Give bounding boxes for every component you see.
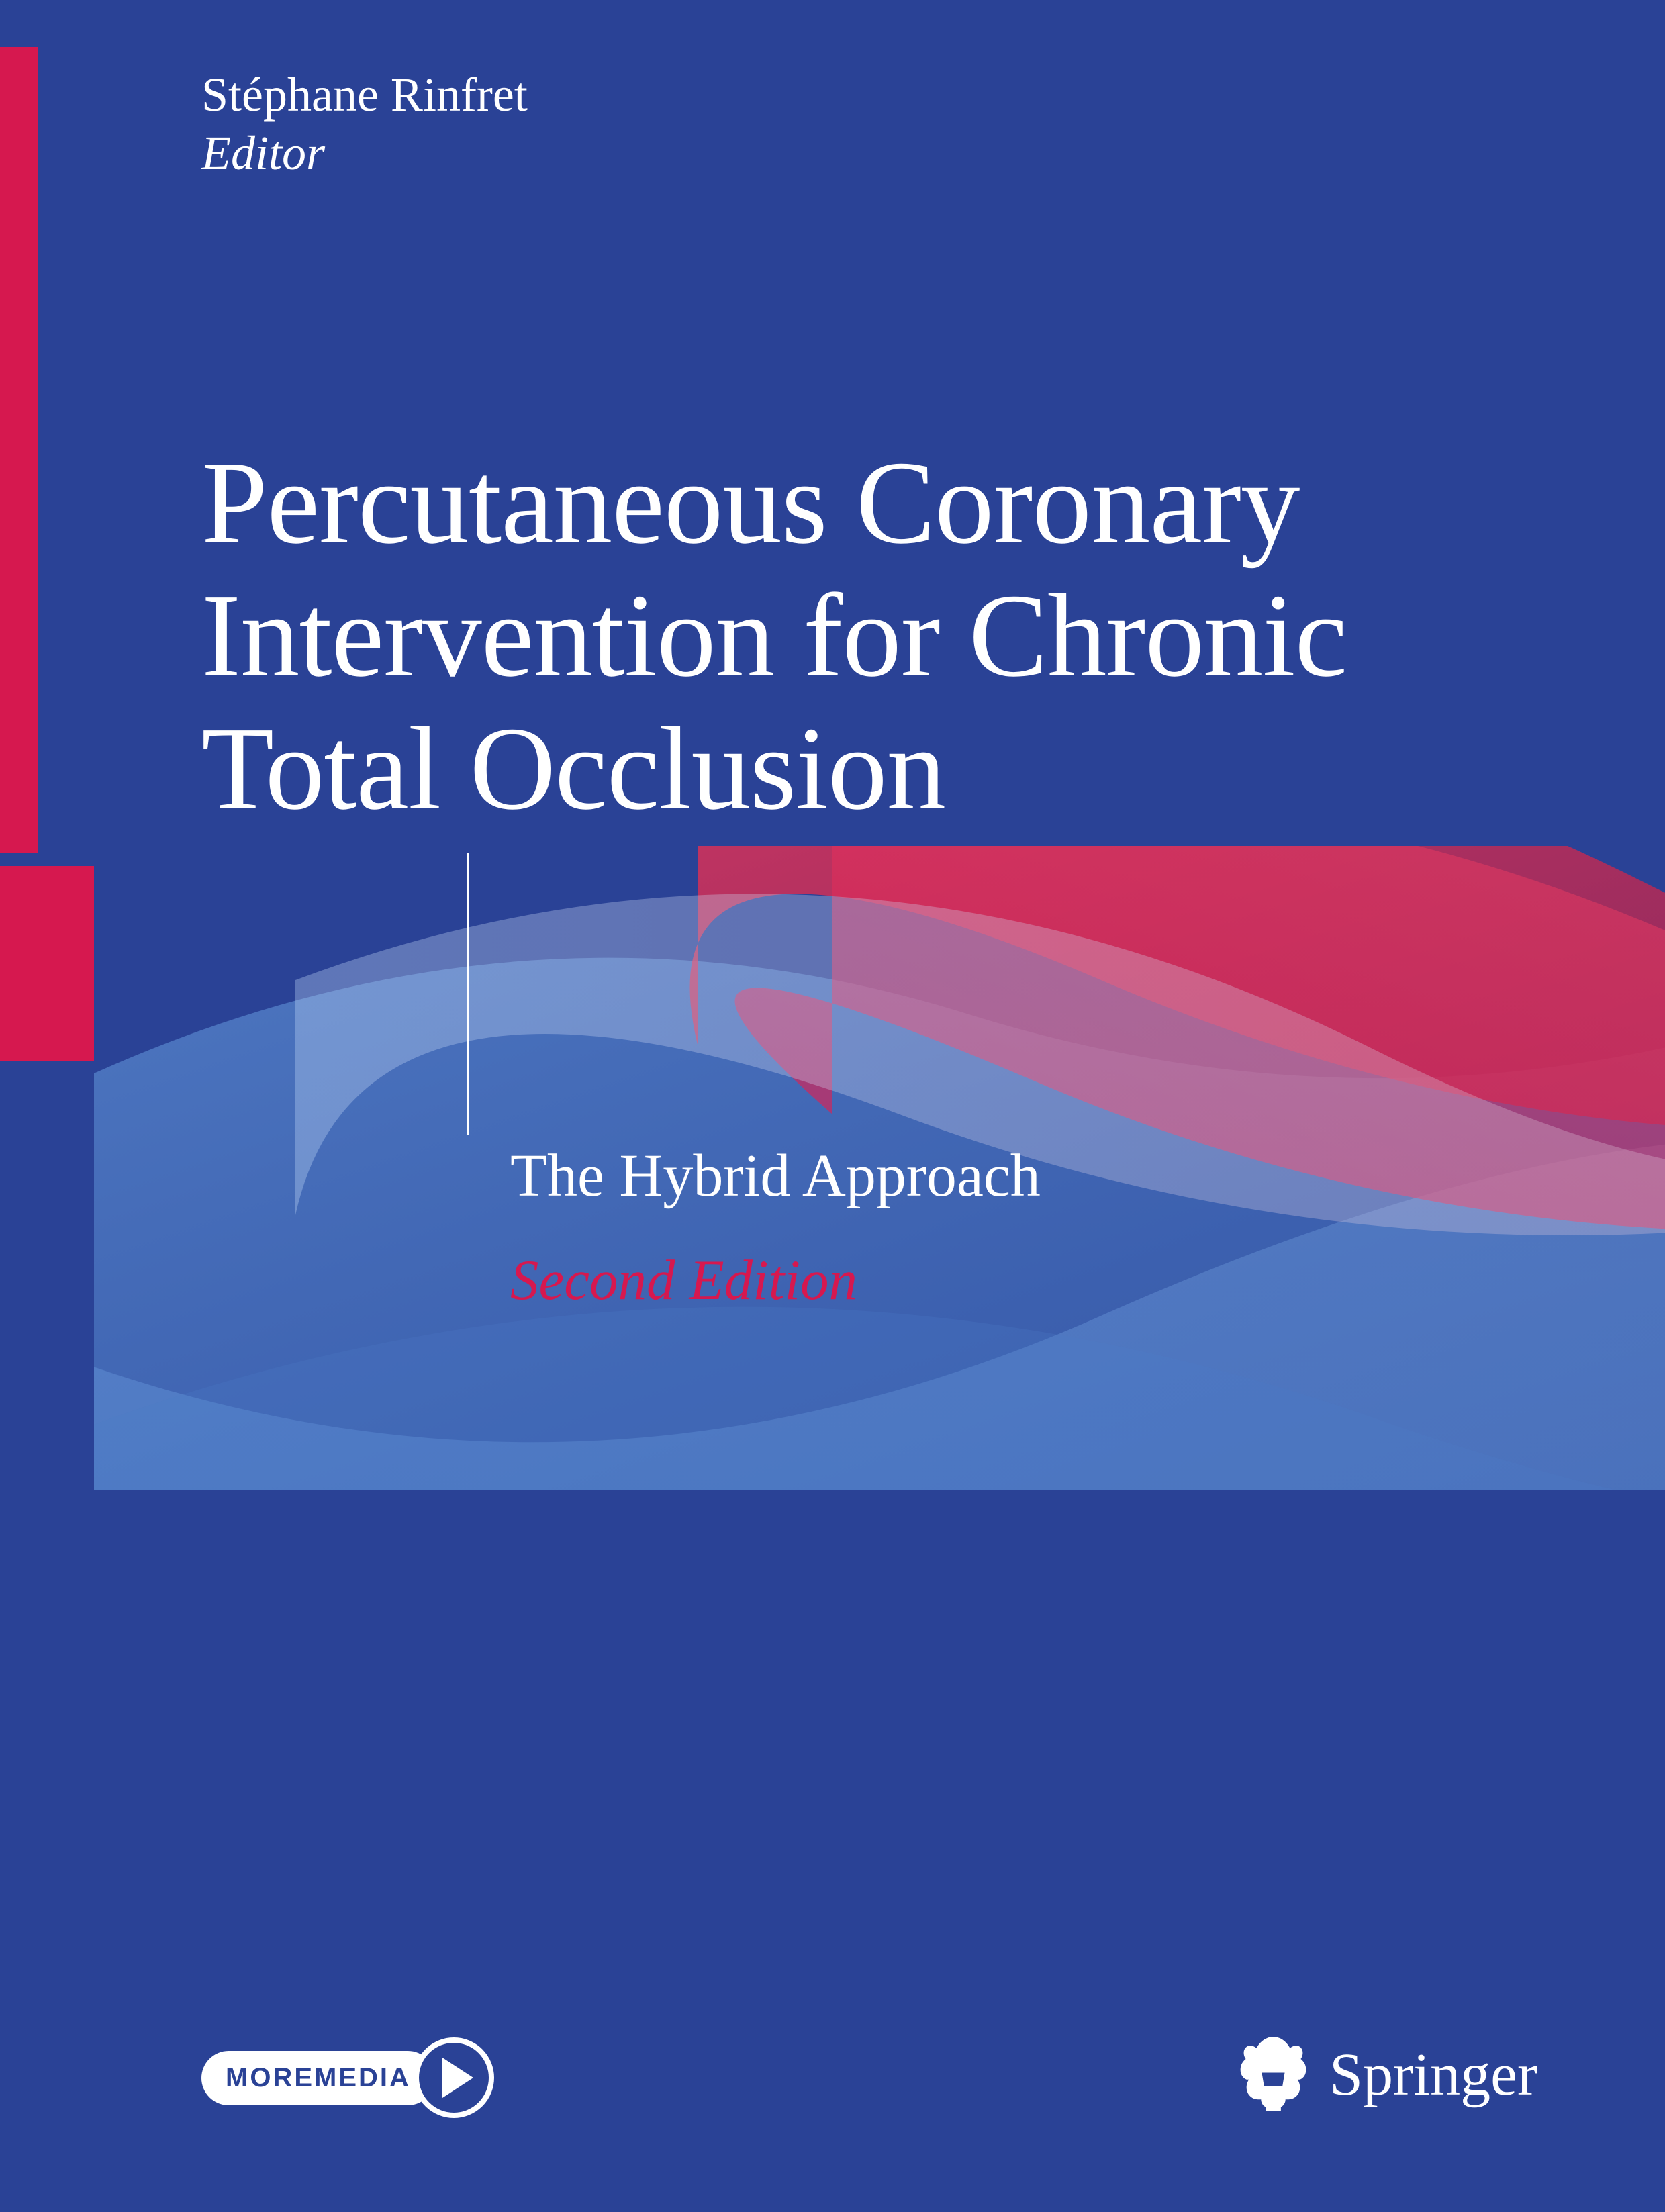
book-title: Percutaneous Coronary Intervention for C… [201,436,1347,836]
publisher-name: Springer [1329,2040,1537,2109]
book-subtitle: The Hybrid Approach [510,1141,1041,1210]
book-edition: Second Edition [510,1247,857,1313]
play-icon [414,2037,494,2118]
vertical-divider [467,853,469,1135]
publisher-block: Springer [1235,2031,1537,2118]
spine-accent-top [0,47,38,853]
play-triangle-icon [442,2058,473,2098]
editor-role: Editor [201,126,528,181]
moremedia-label: MOREMEDIA [226,2063,411,2093]
title-line-3: Total Occlusion [201,702,1347,835]
spine-accent-bottom [0,866,94,1061]
editor-block: Stéphane Rinfret Editor [201,67,528,181]
title-line-2: Intervention for Chronic [201,569,1347,702]
editor-name: Stéphane Rinfret [201,67,528,123]
moremedia-badge: MOREMEDIA [201,2037,494,2118]
moremedia-pill: MOREMEDIA [201,2051,435,2105]
title-line-1: Percutaneous Coronary [201,436,1347,569]
springer-horse-icon [1235,2031,1312,2118]
